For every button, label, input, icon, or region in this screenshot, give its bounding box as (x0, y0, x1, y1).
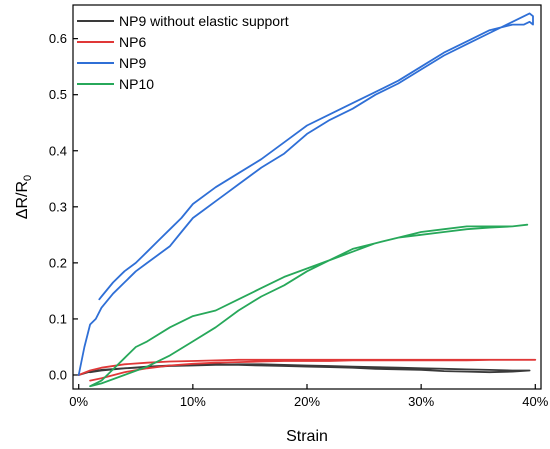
legend: NP9 without elastic support NP6 NP9 NP10 (77, 13, 289, 92)
legend-label-1: NP9 without elastic support (119, 13, 289, 29)
y-tick-label: 0.6 (49, 31, 67, 46)
y-tick-label: 0.0 (49, 367, 67, 382)
y-axis-title: ΔR/R0 (14, 175, 34, 219)
x-axis-title: Strain (286, 428, 328, 445)
y-axis-title-subscript: 0 (22, 175, 34, 181)
x-tick-label: 40% (522, 394, 548, 409)
svg-text:ΔR/R0: ΔR/R0 (14, 175, 34, 219)
series-line-3 (77, 12, 534, 376)
y-axis-ticks: 0.0 0.1 0.2 0.3 0.4 0.5 0.6 (49, 31, 78, 382)
x-tick-label: 30% (408, 394, 434, 409)
x-tick-label: 0% (69, 394, 88, 409)
y-tick-label: 0.3 (49, 199, 67, 214)
legend-label-2: NP6 (119, 34, 146, 50)
series-line-4 (89, 223, 529, 388)
y-tick-label: 0.1 (49, 311, 67, 326)
y-tick-label: 0.5 (49, 87, 67, 102)
legend-label-3: NP9 (119, 55, 146, 71)
y-tick-label: 0.4 (49, 143, 67, 158)
y-axis-title-main: ΔR/R (14, 181, 31, 219)
series-layer (77, 12, 537, 388)
legend-label-4: NP10 (119, 76, 154, 92)
x-axis-ticks: 0% 10% 20% 30% 40% (69, 384, 549, 409)
x-tick-label: 10% (180, 394, 206, 409)
y-tick-label: 0.2 (49, 255, 67, 270)
series-line-1 (77, 363, 531, 376)
x-tick-label: 20% (294, 394, 320, 409)
series-line-2 (77, 358, 537, 382)
